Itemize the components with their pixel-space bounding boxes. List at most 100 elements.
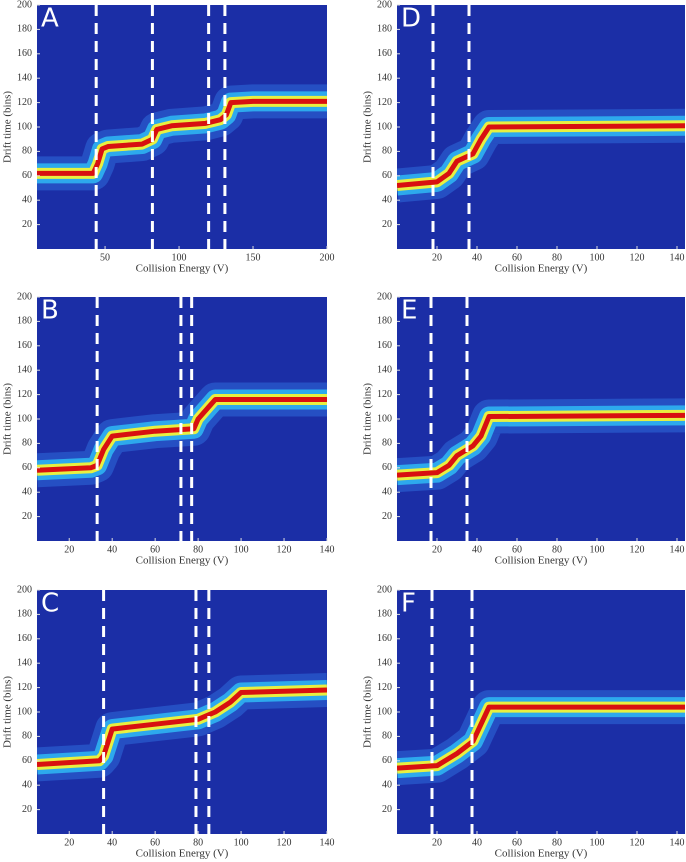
x-axis-label: Collision Energy (V) (495, 263, 588, 275)
y-axis-label: Drift time (bins) (362, 383, 374, 455)
x-axis-label: Collision Energy (V) (136, 848, 229, 860)
y-tick-label: 80 (22, 438, 32, 449)
plot-area (37, 5, 327, 249)
x-tick-label: 140 (670, 252, 685, 263)
y-tick-label: 160 (377, 633, 392, 644)
x-tick-label: 40 (472, 544, 482, 555)
x-tick-label: 80 (552, 837, 562, 848)
y-tick-label: 120 (17, 389, 32, 400)
x-tick-label: 150 (246, 252, 261, 263)
x-tick-label: 100 (590, 252, 605, 263)
y-tick-label: 60 (22, 755, 32, 766)
panel-letter: B (41, 296, 59, 326)
intensity-ridge (397, 412, 685, 478)
x-axis-label: Collision Energy (V) (136, 555, 229, 567)
x-tick-label: 40 (472, 837, 482, 848)
plot-area (37, 297, 327, 541)
y-tick-label: 120 (377, 389, 392, 400)
x-tick-label: 50 (100, 252, 110, 263)
x-tick-label: 100 (234, 544, 249, 555)
y-tick-label: 60 (382, 755, 392, 766)
y-tick-label: 100 (377, 413, 392, 424)
x-tick-label: 80 (193, 544, 203, 555)
x-tick-label: 60 (512, 544, 522, 555)
y-tick-label: 80 (382, 146, 392, 157)
x-tick-label: 140 (320, 544, 335, 555)
x-tick-label: 100 (234, 837, 249, 848)
x-tick-label: 100 (590, 544, 605, 555)
y-tick-label: 180 (377, 24, 392, 35)
y-tick-label: 180 (17, 316, 32, 327)
x-axis-label: Collision Energy (V) (495, 555, 588, 567)
y-tick-label: 40 (22, 779, 32, 790)
y-axis-label: Drift time (bins) (2, 383, 14, 455)
y-axis-label: Drift time (bins) (362, 676, 374, 748)
x-tick-label: 120 (630, 252, 645, 263)
x-tick-label: 40 (107, 544, 117, 555)
y-tick-label: 60 (382, 170, 392, 181)
y-axis-label: Drift time (bins) (2, 676, 14, 748)
x-tick-label: 120 (630, 544, 645, 555)
y-tick-label: 20 (22, 511, 32, 522)
y-tick-label: 140 (17, 657, 32, 668)
x-tick-label: 120 (277, 837, 292, 848)
y-tick-label: 120 (17, 97, 32, 108)
y-tick-label: 40 (382, 486, 392, 497)
x-tick-label: 40 (107, 837, 117, 848)
x-tick-label: 200 (320, 252, 335, 263)
y-tick-label: 20 (22, 219, 32, 230)
y-tick-label: 140 (377, 657, 392, 668)
panel-letter: C (41, 589, 59, 619)
x-tick-label: 140 (320, 837, 335, 848)
y-tick-label: 40 (382, 194, 392, 205)
y-tick-label: 200 (377, 291, 392, 302)
y-tick-label: 200 (17, 584, 32, 595)
x-tick-label: 80 (552, 252, 562, 263)
y-tick-label: 200 (17, 291, 32, 302)
panel-letter: E (401, 296, 417, 326)
y-tick-label: 20 (382, 219, 392, 230)
x-tick-label: 60 (512, 252, 522, 263)
y-tick-label: 60 (382, 462, 392, 473)
intensity-ridge (37, 687, 327, 767)
y-axis-label: Drift time (bins) (2, 91, 14, 163)
plot-area (397, 297, 685, 541)
y-tick-label: 80 (22, 731, 32, 742)
plot-area (397, 5, 685, 249)
y-tick-label: 180 (377, 316, 392, 327)
y-tick-label: 20 (382, 511, 392, 522)
plot-area (397, 590, 685, 834)
x-tick-label: 20 (64, 837, 74, 848)
y-tick-label: 100 (377, 121, 392, 132)
y-tick-label: 40 (382, 779, 392, 790)
y-tick-label: 180 (17, 609, 32, 620)
x-tick-label: 100 (172, 252, 187, 263)
y-axis-label: Drift time (bins) (362, 91, 374, 163)
x-tick-label: 120 (630, 837, 645, 848)
x-tick-label: 20 (432, 252, 442, 263)
y-tick-label: 80 (382, 731, 392, 742)
y-tick-label: 140 (17, 364, 32, 375)
y-tick-label: 120 (377, 97, 392, 108)
y-tick-label: 80 (382, 438, 392, 449)
y-tick-label: 100 (17, 121, 32, 132)
y-tick-label: 200 (17, 0, 32, 10)
y-tick-label: 160 (17, 340, 32, 351)
y-tick-label: 140 (377, 364, 392, 375)
y-tick-label: 200 (377, 0, 392, 10)
panel-letter: F (401, 589, 416, 619)
x-tick-label: 60 (150, 544, 160, 555)
x-tick-label: 80 (193, 837, 203, 848)
y-tick-label: 100 (17, 413, 32, 424)
x-tick-label: 20 (432, 544, 442, 555)
panel-letter: D (401, 4, 421, 34)
x-tick-label: 80 (552, 544, 562, 555)
x-tick-label: 140 (670, 544, 685, 555)
y-tick-label: 40 (22, 194, 32, 205)
x-tick-label: 20 (64, 544, 74, 555)
y-tick-label: 140 (377, 72, 392, 83)
plot-area (37, 590, 327, 834)
panel-letter: A (41, 4, 59, 34)
y-tick-label: 20 (22, 804, 32, 815)
